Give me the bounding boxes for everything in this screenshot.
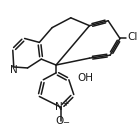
Text: OH: OH — [78, 73, 94, 83]
Text: +: + — [62, 99, 68, 108]
Text: −: − — [62, 119, 69, 127]
Text: Cl: Cl — [128, 32, 138, 42]
Text: O: O — [56, 116, 64, 126]
Text: N: N — [10, 65, 18, 75]
Text: N: N — [55, 102, 63, 112]
